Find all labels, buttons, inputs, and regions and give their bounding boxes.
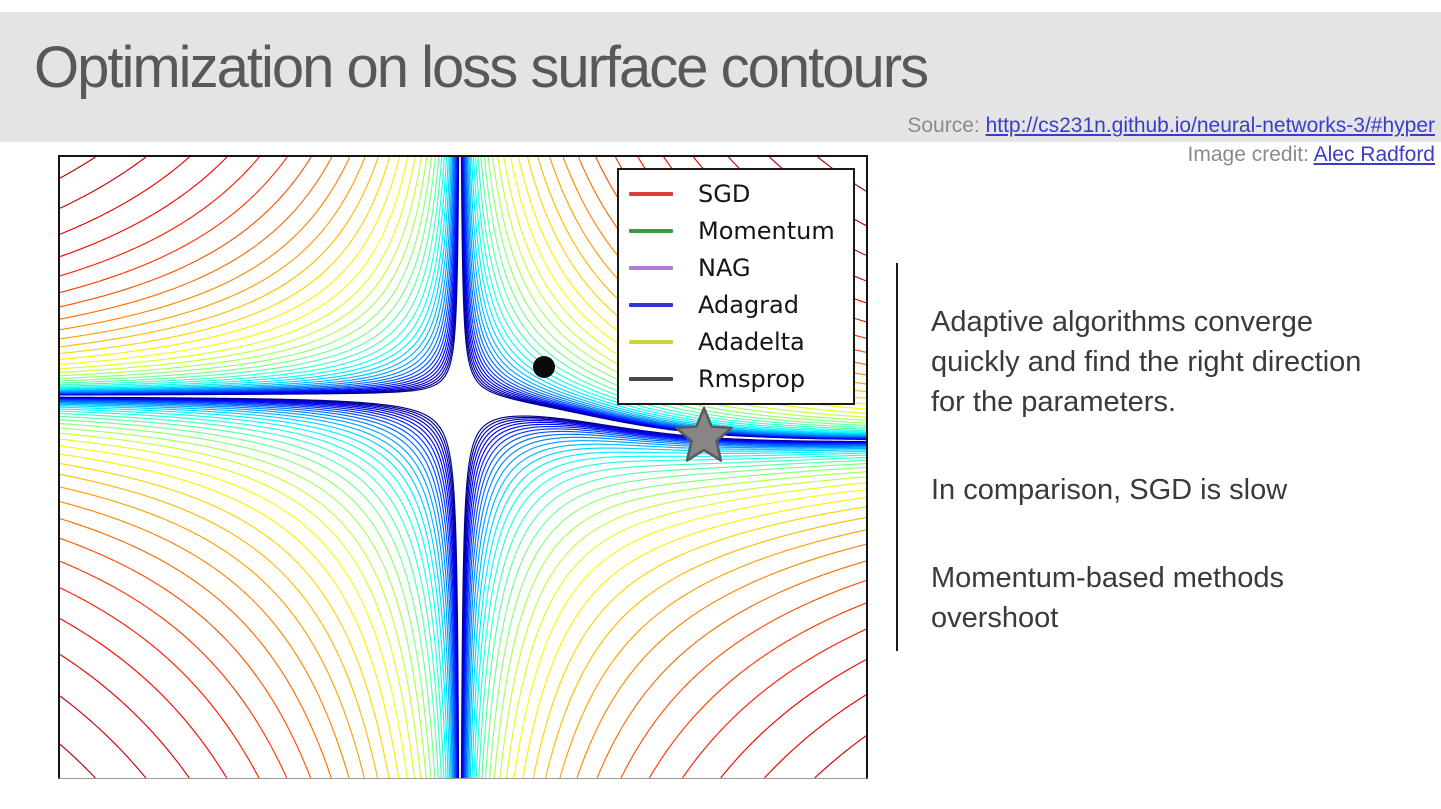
legend-swatch-adagrad <box>629 303 673 308</box>
legend-label: Adagrad <box>698 291 799 320</box>
credit-line: Image credit: Alec Radford <box>1188 143 1435 167</box>
plot-legend: SGD Momentum NAG Adagrad Adadelta Rmsprop <box>617 168 855 405</box>
note-momentum: Momentum-based methods overshoot <box>931 562 1284 634</box>
legend-label: SGD <box>698 179 751 208</box>
legend-swatch-sgd <box>629 191 673 196</box>
source-link[interactable]: http://cs231n.github.io/neural-networks-… <box>985 114 1435 137</box>
legend-item-adagrad: Adagrad <box>629 287 853 323</box>
legend-item-sgd: SGD <box>629 176 853 212</box>
legend-swatch-nag <box>629 265 673 270</box>
page-title: Optimization on loss surface contours <box>34 35 929 100</box>
legend-item-nag: NAG <box>629 250 853 286</box>
source-line: Source: http://cs231n.github.io/neural-n… <box>907 114 1435 138</box>
legend-swatch-momentum <box>629 228 673 233</box>
source-label: Source: <box>907 114 986 137</box>
legend-label: NAG <box>698 253 751 282</box>
image-credit-label: Image credit: <box>1187 143 1314 166</box>
note-sgd: In comparison, SGD is slow <box>931 474 1288 506</box>
slide-header: Optimization on loss surface contours So… <box>0 12 1441 142</box>
vertical-divider <box>896 263 898 651</box>
notes-column: Adaptive algorithms converge quickly and… <box>931 302 1411 638</box>
legend-label: Rmsprop <box>698 365 806 394</box>
image-credit-link[interactable]: Alec Radford <box>1313 143 1435 166</box>
note-adaptive: Adaptive algorithms converge quickly and… <box>931 306 1362 418</box>
contour-plot-figure: SGD Momentum NAG Adagrad Adadelta Rmsprop <box>58 155 868 779</box>
legend-item-adadelta: Adadelta <box>629 324 853 360</box>
legend-label: Momentum <box>698 216 835 245</box>
legend-swatch-rmsprop <box>629 377 673 382</box>
legend-swatch-adadelta <box>629 340 673 345</box>
legend-item-momentum: Momentum <box>629 213 853 249</box>
legend-item-rmsprop: Rmsprop <box>629 361 853 397</box>
legend-label: Adadelta <box>698 328 805 357</box>
